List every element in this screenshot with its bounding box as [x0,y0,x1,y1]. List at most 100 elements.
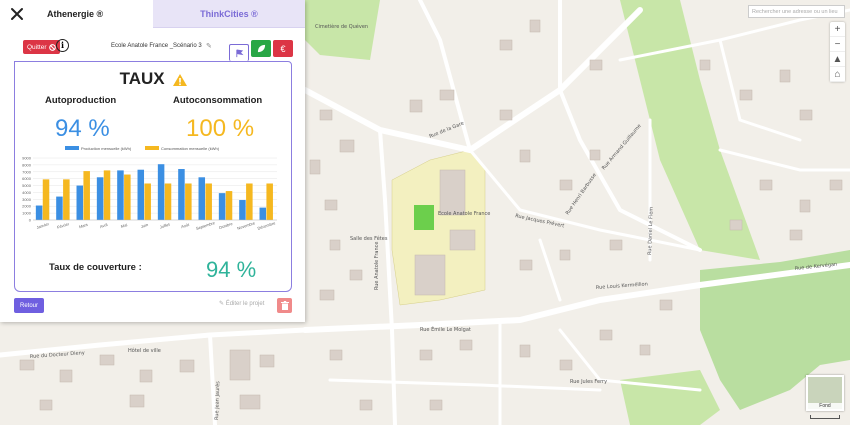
tab-athenergie[interactable]: Athenergie ® [0,0,153,28]
x-tick-label: Mars [78,222,88,230]
scenario-name: Ecole Anatole France _Scénario 3 [111,43,202,49]
y-tick-label: 6000 [22,176,32,181]
home-icon[interactable]: ⌂ [830,67,845,82]
indicators-tab-button[interactable] [229,44,249,61]
flag-icon [235,48,244,57]
tab-thinkcities-label: ThinkCities ® [200,8,258,19]
x-tick-label: Septembre [195,220,216,231]
tab-thinkcities[interactable]: ThinkCities ® [153,0,305,28]
bar-consumption [42,179,50,220]
park-strip [620,0,760,260]
address-search-input[interactable]: Rechercher une adresse ou un lieu [748,5,845,18]
autoconsumption-value: 100 % [186,115,255,142]
bar-consumption [205,183,212,220]
bar-production [35,205,43,220]
coverage-label: Taux de couverture : [49,262,142,273]
bar-consumption [246,183,253,220]
bar-consumption [185,183,192,220]
autoproduction-label: Autoproduction [45,95,117,106]
prohibited-icon [48,43,56,51]
forest-area [700,250,850,410]
economics-tab-button[interactable]: € [273,40,293,57]
bar-production [218,193,226,220]
bar-production [137,169,145,220]
x-tick-label: Janvier [36,221,50,230]
rates-card: TAUX Autoproduction Autoconsommation 94 … [14,61,292,292]
y-tick-label: 0 [29,218,32,223]
x-tick-label: Octobre [218,221,234,230]
back-button[interactable]: Retour [14,298,45,313]
edit-project-button[interactable]: ✎ Éditer le projet [219,300,264,307]
environment-tab-button[interactable] [251,40,271,57]
map-controls: + − ▲ ⌂ [830,22,845,82]
buildings [19,19,843,411]
place-label: Hôtel de ville [128,347,161,354]
rates-title-text: TAUX [119,69,165,88]
autoproduction-value: 94 % [55,115,110,142]
delete-button[interactable] [277,298,292,313]
compass-icon[interactable]: ▲ [830,52,845,67]
scale-bar [810,415,840,419]
bar-production [178,169,185,220]
rates-title: TAUX [15,69,293,89]
place-label: Salle des Fêtes [350,235,388,242]
coverage-value: 94 % [206,257,257,282]
legend-swatch [145,146,159,150]
y-tick-label: 4000 [22,190,32,195]
x-tick-label: Février [56,221,70,230]
cemetery-area [305,0,380,60]
place-label: Cimetière de Quéven [315,23,368,30]
quit-button[interactable]: Quitter [23,40,60,54]
y-tick-label: 1000 [22,211,32,216]
edit-project-label: Éditer le projet [225,301,265,307]
leaf-icon [257,44,265,53]
sports-field [414,205,434,230]
legend-swatch [65,146,79,150]
street-label: Rue Jean Jaurès [213,381,221,420]
athenergie-logo-icon [11,8,23,20]
project-panel: Athenergie ® ThinkCities ® Quitter i Eco… [0,0,305,322]
bar-consumption [63,179,70,220]
trash-icon [280,301,289,310]
x-tick-label: Juin [140,222,149,229]
info-icon[interactable]: i [56,39,69,52]
bar-consumption [225,191,233,220]
street-label: Rue Daniel Le Flem [647,207,655,255]
street-label: Rue du Docteur Dieny [30,350,85,360]
bar-consumption [266,183,273,220]
x-tick-label: Mai [120,222,128,229]
euro-icon: € [280,43,286,54]
legend-label: Consommation mensuelle (kWh) [161,146,220,151]
basemap-label: Fond [808,403,842,409]
street-label: Rue Jules Ferry [570,379,607,385]
street-label: Rue de Kervégan [794,261,837,272]
x-tick-label: Août [180,222,190,230]
bar-consumption [164,183,172,220]
bar-production [259,207,267,220]
quit-label: Quitter [27,43,47,51]
bar-consumption [103,170,111,220]
x-tick-label: Avril [99,222,108,229]
bar-consumption [144,183,151,220]
y-tick-label: 7000 [22,169,32,174]
zoom-out-button[interactable]: − [830,37,845,52]
bar-consumption [124,174,131,220]
bar-consumption [83,171,90,220]
legend-label: Production mensuelle (kWh) [81,146,132,151]
x-tick-label: Juillet [159,221,171,229]
x-tick-label: Décembre [257,220,277,231]
bar-production [76,185,84,220]
y-tick-label: 2000 [22,204,32,209]
tab-bar: Athenergie ® ThinkCities ® [0,0,305,28]
autoconsumption-label: Autoconsommation [173,95,263,106]
basemap-switcher[interactable]: Fond [806,375,844,411]
street-label: Rue Louis Kerméllion [596,280,648,291]
warning-icon[interactable] [172,73,188,87]
edit-scenario-icon[interactable]: ✎ [206,43,212,50]
street-label: Rue Anatole France [374,242,380,290]
street-label: Rue Émile Le Molgat [420,325,471,333]
zoom-in-button[interactable]: + [830,22,845,37]
y-tick-label: 8000 [22,162,32,167]
y-tick-label: 9000 [22,156,32,161]
